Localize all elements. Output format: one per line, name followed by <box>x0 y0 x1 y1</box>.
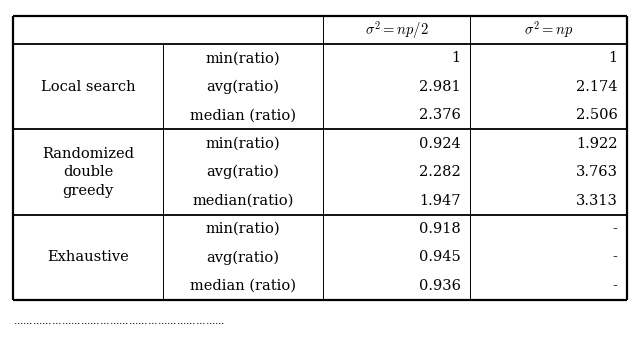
Text: min(ratio): min(ratio) <box>206 137 280 151</box>
Text: median (ratio): median (ratio) <box>190 108 296 122</box>
Text: Randomized
double
greedy: Randomized double greedy <box>42 147 134 197</box>
Text: 1.947: 1.947 <box>419 194 461 208</box>
Text: min(ratio): min(ratio) <box>206 51 280 65</box>
Text: 0.945: 0.945 <box>419 251 461 264</box>
Text: $\sigma^2 = np/2$: $\sigma^2 = np/2$ <box>365 19 429 41</box>
Text: median (ratio): median (ratio) <box>190 279 296 293</box>
Text: 2.282: 2.282 <box>419 165 461 179</box>
Text: 3.763: 3.763 <box>575 165 618 179</box>
Text: Local search: Local search <box>41 80 135 94</box>
Text: $\sigma^2 = np$: $\sigma^2 = np$ <box>524 19 573 40</box>
Text: 1: 1 <box>609 51 618 65</box>
Text: -: - <box>612 279 618 293</box>
Text: avg(ratio): avg(ratio) <box>207 79 280 94</box>
Text: 1.922: 1.922 <box>576 137 618 151</box>
Text: 0.924: 0.924 <box>419 137 461 151</box>
Text: 2.174: 2.174 <box>576 80 618 94</box>
Text: 1: 1 <box>452 51 461 65</box>
Text: -: - <box>612 222 618 236</box>
Text: 3.313: 3.313 <box>576 194 618 208</box>
Text: 0.918: 0.918 <box>419 222 461 236</box>
Text: Exhaustive: Exhaustive <box>47 251 129 264</box>
Text: $\cdots\cdots\cdots\cdots\cdots\cdots\cdots\cdots\cdots\cdots\cdots\cdots\cdots\: $\cdots\cdots\cdots\cdots\cdots\cdots\cd… <box>13 318 225 327</box>
Text: 2.981: 2.981 <box>419 80 461 94</box>
Text: 2.376: 2.376 <box>419 108 461 122</box>
Text: avg(ratio): avg(ratio) <box>207 250 280 265</box>
Text: -: - <box>612 251 618 264</box>
Text: avg(ratio): avg(ratio) <box>207 165 280 179</box>
Text: 2.506: 2.506 <box>576 108 618 122</box>
Text: 0.936: 0.936 <box>419 279 461 293</box>
Text: min(ratio): min(ratio) <box>206 222 280 236</box>
Text: median(ratio): median(ratio) <box>193 194 294 208</box>
